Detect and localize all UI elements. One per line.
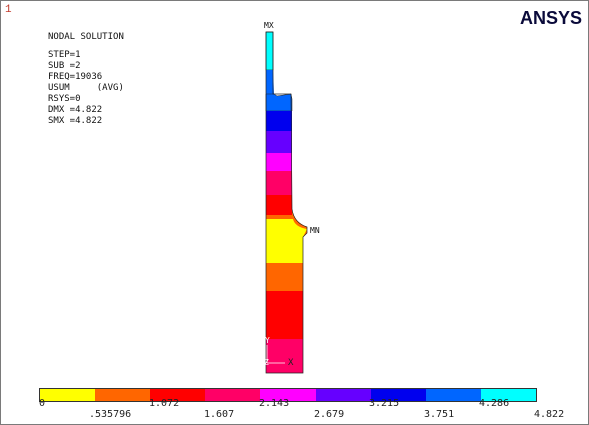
contour-legend-bar [39, 388, 537, 402]
info-rsys: RSYS=0 [48, 94, 81, 104]
legend-label-top-0: 0 [39, 398, 46, 409]
axis-x-label: X [288, 358, 294, 368]
band-yellow [266, 219, 307, 263]
info-dmx: DMX =4.822 [48, 105, 103, 115]
legend-swatch-6 [370, 389, 426, 401]
axis-z-label: Z [264, 358, 269, 367]
legend-swatch-2 [150, 389, 206, 401]
info-title: NODAL SOLUTION [48, 32, 124, 42]
min-marker: MN [310, 226, 320, 235]
band-pink-lower [266, 339, 303, 373]
band-red-lower [266, 291, 303, 339]
axis-y-label: Y [265, 336, 270, 345]
legend-label-bottom-3: 3.751 [424, 409, 455, 420]
logo-text: ANSYS [519, 8, 582, 28]
info-freq: FREQ=19036 [48, 72, 103, 82]
geometry-outline [265, 31, 308, 374]
band-cyan-top [265, 31, 274, 71]
band-shoulder [265, 93, 293, 112]
info-usum: USUM (AVG) [48, 83, 124, 93]
info-sub: SUB =2 [48, 61, 81, 71]
legend-swatch-7 [425, 389, 481, 401]
max-marker: MX [264, 21, 274, 30]
legend-label-top-2: 2.143 [259, 398, 290, 409]
band-orange-lower [266, 263, 303, 291]
legend-label-bottom-2: 2.679 [314, 409, 345, 420]
legend-label-top-3: 3.215 [369, 398, 400, 409]
legend-swatch-0 [40, 389, 96, 401]
legend-label-top-1: 1.072 [149, 398, 180, 409]
info-smx: SMX =4.822 [48, 116, 103, 126]
info-step: STEP=1 [48, 50, 81, 60]
ansys-logo: ANSYS [520, 8, 582, 29]
band-magenta [266, 153, 292, 171]
legend-swatch-4 [260, 389, 316, 401]
window-number: 1 [5, 4, 12, 16]
legend-swatch-5 [315, 389, 371, 401]
legend-label-bottom-4: 4.822 [534, 409, 565, 420]
band-pink [266, 171, 292, 195]
band-blue [266, 111, 292, 131]
band-light-blue [266, 70, 274, 94]
band-violet [266, 131, 292, 153]
legend-swatch-8 [480, 389, 536, 401]
legend-label-bottom-1: 1.607 [204, 409, 235, 420]
band-red [266, 195, 292, 215]
legend-label-bottom-0: .535796 [89, 409, 132, 420]
legend-swatch-3 [205, 389, 261, 401]
legend-label-top-4: 4.286 [479, 398, 510, 409]
info-panel: NODAL SOLUTION STEP=1 SUB =2 FREQ=19036 … [48, 32, 124, 127]
legend-swatch-1 [95, 389, 151, 401]
